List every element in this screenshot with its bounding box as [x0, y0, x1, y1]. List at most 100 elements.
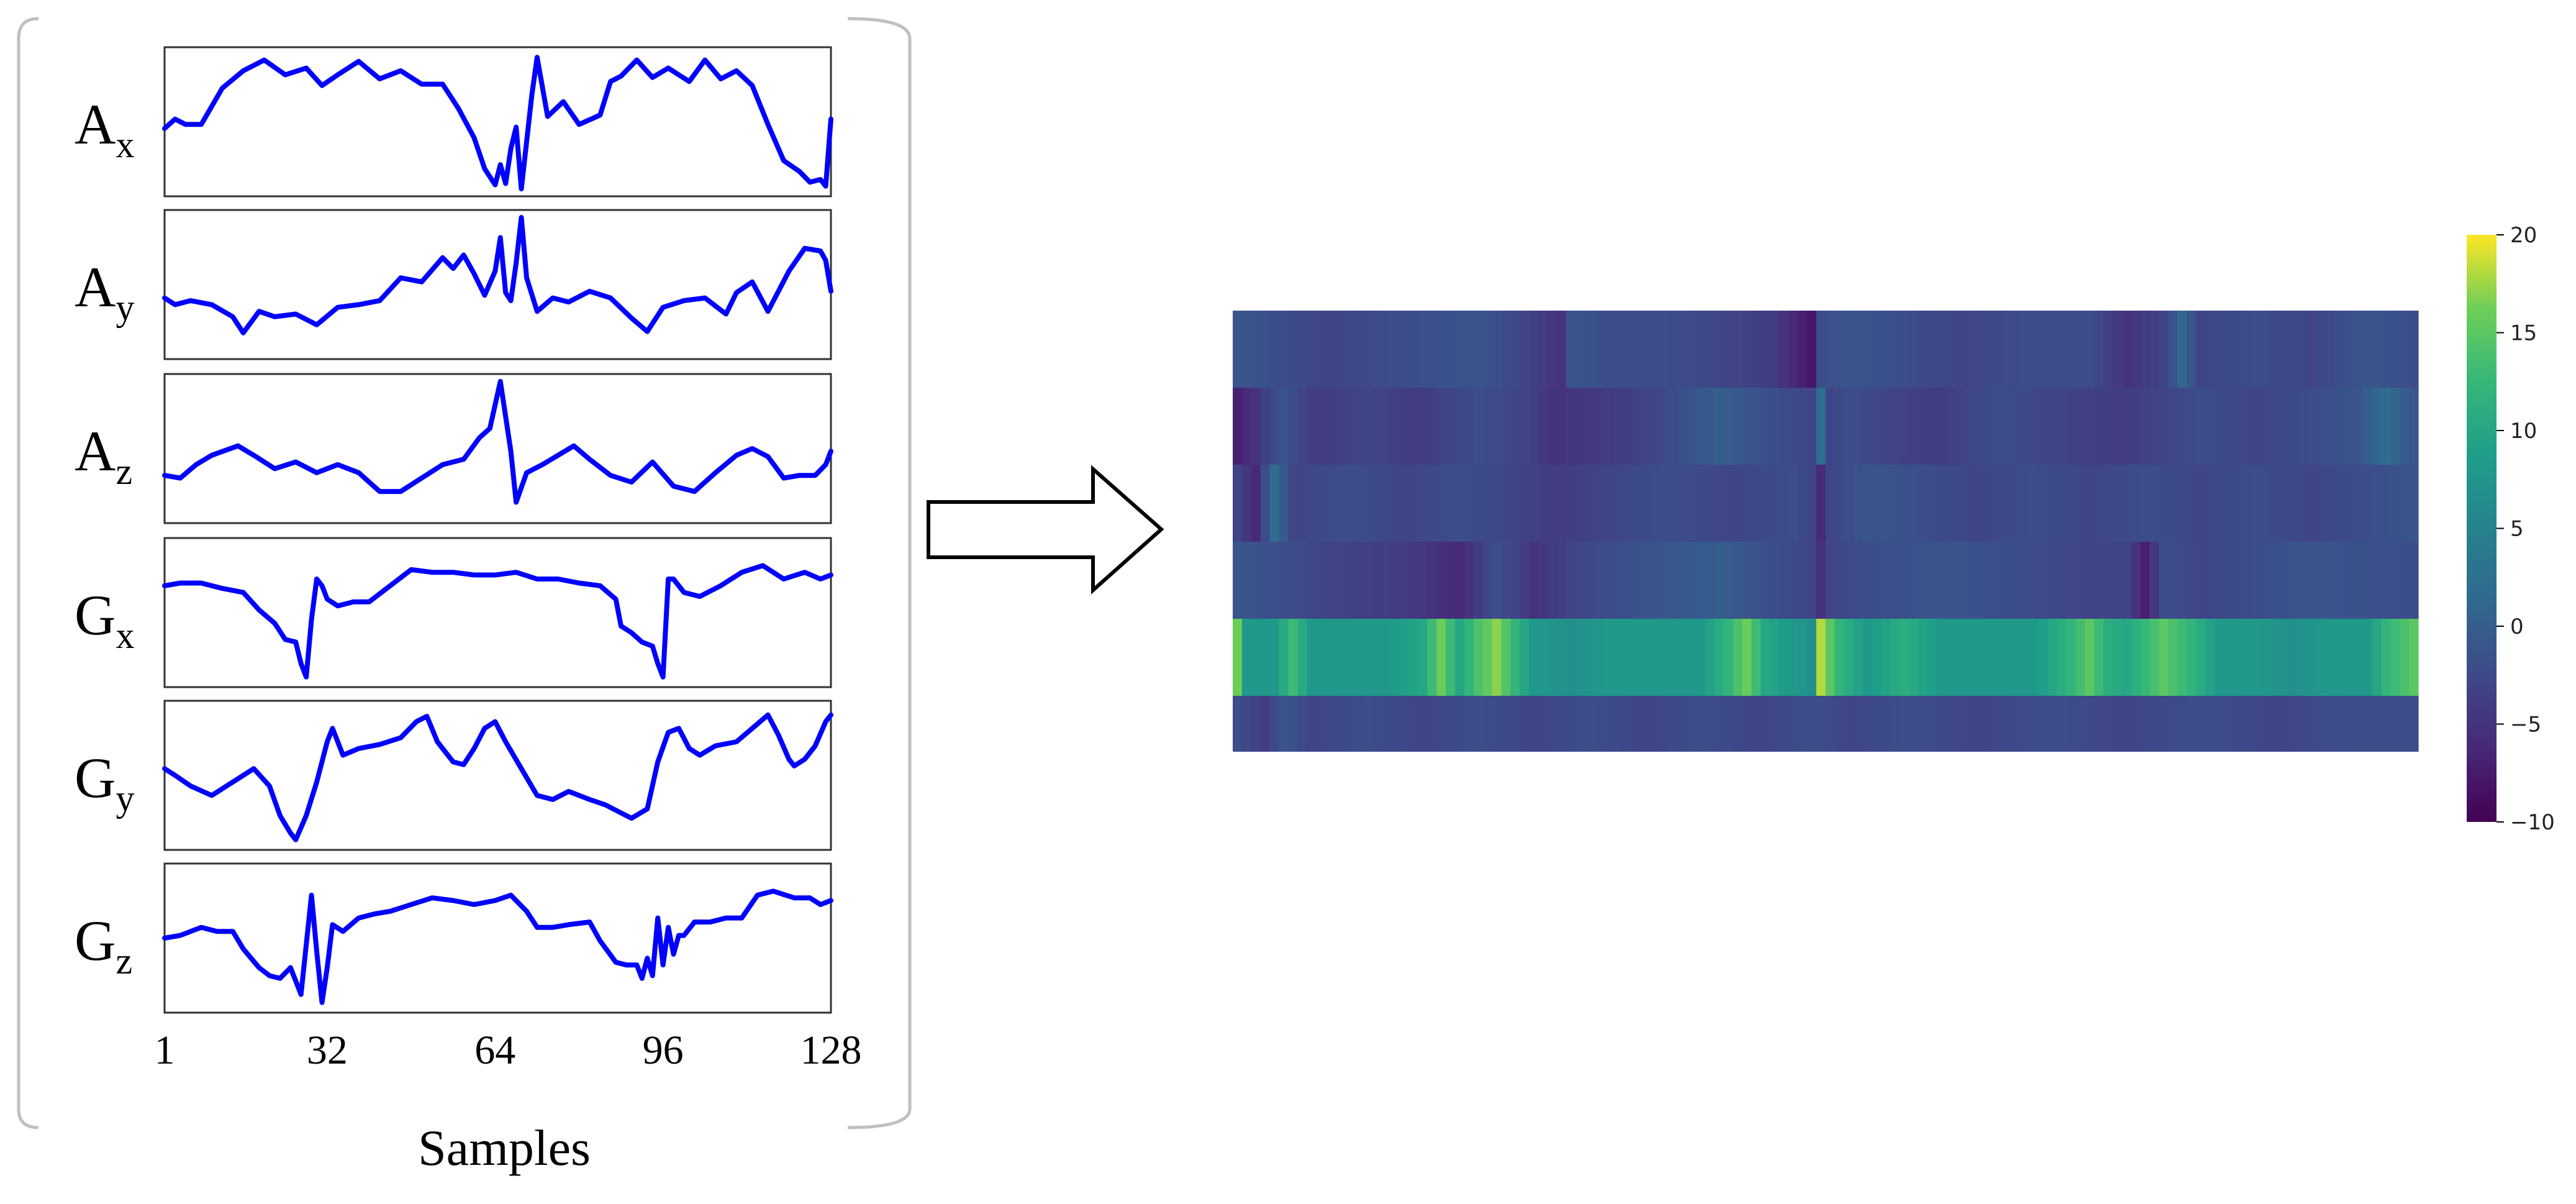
heatmap-cell [1612, 465, 1622, 542]
signal-line-ax [162, 55, 833, 191]
heatmap-cell [1899, 388, 1910, 465]
heatmap-cell [1454, 696, 1465, 752]
heatmap-cell [1381, 542, 1391, 619]
heatmap-cell [2325, 619, 2336, 696]
heatmap-cell [1844, 619, 1854, 696]
heatmap-row-2 [1233, 388, 2419, 465]
heatmap-cell [1362, 388, 1372, 465]
heatmap-cell [1556, 311, 1567, 388]
heatmap-cell [1399, 542, 1409, 619]
heatmap-row-4 [1233, 542, 2419, 619]
heatmap-cell [1538, 465, 1548, 542]
heatmap-cell [1269, 311, 1280, 388]
heatmap-cell [2038, 388, 2049, 465]
heatmap-cell [1908, 542, 1919, 619]
heatmap-cell [2390, 542, 2400, 619]
heatmap-cell [2001, 619, 2011, 696]
heatmap-cell [1584, 619, 1595, 696]
heatmap-cell [1482, 388, 1493, 465]
panel-frame [163, 373, 832, 524]
heatmap-cell [1880, 311, 1891, 388]
heatmap-cell [1825, 696, 1836, 752]
heatmap-cell [2075, 619, 2085, 696]
heatmap-cell [2085, 465, 2095, 542]
heatmap-cell [2372, 311, 2382, 388]
heatmap-cell [2112, 311, 2123, 388]
heatmap-cell [2140, 619, 2151, 696]
heatmap-cell [1371, 465, 1382, 542]
heatmap-cell [2187, 311, 2197, 388]
heatmap-cell [2409, 696, 2419, 752]
heatmap-cell [1233, 696, 1243, 752]
heatmap-cell [2409, 311, 2419, 388]
heatmap-cell [1297, 542, 1307, 619]
heatmap-cell [2057, 696, 2067, 752]
heatmap-cell [2251, 696, 2262, 752]
heatmap-cell [1566, 465, 1576, 542]
heatmap-cell [2334, 465, 2345, 542]
panel-gy: Gy [75, 700, 833, 851]
heatmap-cell [1446, 696, 1456, 752]
heatmap-cell [2159, 619, 2169, 696]
heatmap-cell [1492, 542, 1502, 619]
heatmap-cell [2344, 619, 2354, 696]
heatmap-cell [2159, 311, 2169, 388]
heatmap-cell [1761, 388, 1771, 465]
heatmap-cell [1353, 311, 1363, 388]
heatmap-cell [1667, 542, 1678, 619]
heatmap-cell [2242, 388, 2252, 465]
panel-gx: Gx [75, 537, 833, 688]
heatmap-cell [2177, 542, 2187, 619]
heatmap-cell [1538, 696, 1548, 752]
heatmap-cell [2344, 696, 2354, 752]
heatmap-cell [2261, 465, 2270, 542]
heatmap-cell [1353, 619, 1363, 696]
heatmap-cell [2140, 696, 2151, 752]
heatmap-cell [2334, 619, 2345, 696]
heatmap-cell [1297, 388, 1307, 465]
panel-frame [163, 537, 832, 688]
heatmap-cell [2085, 542, 2095, 619]
heatmap-cell [1548, 465, 1558, 542]
heatmap-cell [1362, 696, 1372, 752]
x-axis-ticks: 1 32 64 96 128 [155, 1028, 862, 1073]
heatmap-cell [1482, 619, 1493, 696]
heatmap-cell [2214, 696, 2225, 752]
heatmap-cell [2103, 388, 2113, 465]
heatmap-cell [1686, 619, 1697, 696]
heatmap-cell [1872, 696, 1882, 752]
heatmap-cell [1788, 542, 1798, 619]
series-label: Gx [75, 583, 134, 656]
heatmap-cell [1649, 388, 1659, 465]
signal-line-gy [162, 712, 833, 842]
heatmap-cell [2353, 542, 2364, 619]
heatmap-cell [1510, 542, 1520, 619]
heatmap-cell [1473, 465, 1484, 542]
heatmap-cell [2381, 696, 2391, 752]
heatmap-cell [1853, 388, 1863, 465]
heatmap-cell [1677, 696, 1687, 752]
heatmap-cell [1408, 696, 1418, 752]
heatmap-cell [1381, 388, 1391, 465]
heatmap-cell [2140, 311, 2151, 388]
heatmap-cell [2316, 465, 2326, 542]
heatmap-cell [1371, 696, 1382, 752]
heatmap-cell [1279, 388, 1289, 465]
heatmap-cell [1251, 465, 1261, 542]
heatmap-cell [2112, 619, 2123, 696]
heatmap-cell [1381, 311, 1391, 388]
heatmap-cell [1464, 311, 1474, 388]
heatmap-cell [2334, 696, 2345, 752]
heatmap-cell [1482, 696, 1493, 752]
heatmap-cell [1566, 696, 1576, 752]
heatmap-cell [2149, 311, 2159, 388]
heatmap-cell [1890, 619, 1900, 696]
heatmap-cell [1612, 619, 1622, 696]
heatmap-cell [1279, 311, 1289, 388]
heatmap-cell [2362, 465, 2373, 542]
heatmap-cell [2279, 311, 2289, 388]
heatmap-cell [1548, 696, 1558, 752]
heatmap-cell [1288, 465, 1298, 542]
heatmap-cell [1427, 311, 1437, 388]
